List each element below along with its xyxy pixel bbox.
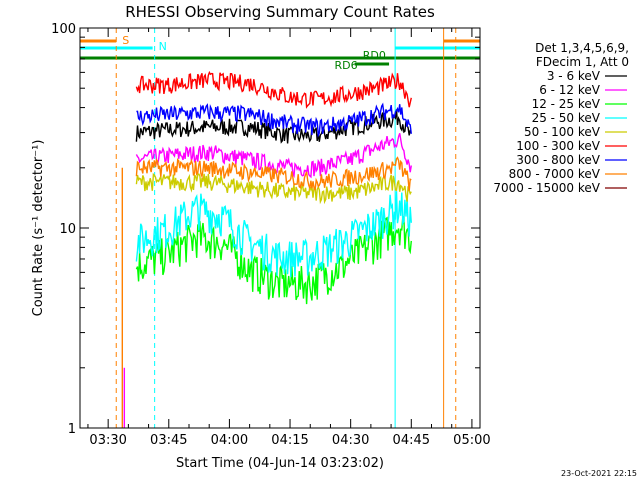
legend-label: 25 - 50 keV (532, 111, 601, 125)
rd0-flag-label: RD0 (363, 49, 386, 62)
series-line (135, 133, 412, 179)
y-tick-label: 10 (59, 222, 76, 237)
y-tick-label: 1 (68, 422, 76, 437)
flag-layer: S N RD6 RD0 (80, 28, 480, 428)
x-axis-label: Start Time (04-Jun-14 03:23:02) (176, 456, 384, 471)
x-tick-label: 05:00 (453, 433, 490, 448)
axis-layer: 03:30 03:45 04:00 04:15 04:30 04:45 05:00 1 10 10… (51, 22, 490, 448)
legend-label: 3 - 6 keV (547, 69, 601, 83)
series-line (135, 172, 412, 205)
saa-flag-label: S (122, 34, 129, 47)
x-tick-label: 03:45 (150, 433, 187, 448)
series-line (135, 191, 412, 278)
series-line (135, 70, 412, 109)
y-tick-label: 100 (51, 22, 76, 37)
chart-title: RHESSI Observing Summary Count Rates (125, 3, 435, 21)
legend-label: 800 - 7000 keV (509, 167, 601, 181)
legend-label: 7000 - 15000 keV (493, 181, 600, 195)
series-line (136, 102, 412, 138)
legend-label: 300 - 800 keV (516, 153, 600, 167)
footer-date: 23-Oct-2021 22:15 (561, 469, 637, 478)
series-line (135, 156, 412, 191)
series-layer (121, 70, 412, 428)
legend-header-line2: FDecim 1, Att 0 (536, 55, 629, 69)
legend-label: 50 - 100 keV (524, 125, 601, 139)
rd6-flag-label: RD6 (334, 59, 357, 72)
legend-label: 6 - 12 keV (539, 83, 601, 97)
y-axis-label: Count Rate (s⁻¹ detector⁻¹) (31, 140, 46, 317)
x-tick-label: 03:30 (89, 433, 126, 448)
x-tick-label: 04:30 (332, 433, 369, 448)
series-line (135, 215, 412, 305)
x-tick-label: 04:15 (271, 433, 308, 448)
legend-label: 12 - 25 keV (532, 97, 601, 111)
x-tick-label: 04:45 (393, 433, 430, 448)
legend-header-line1: Det 1,3,4,5,6,9, (535, 41, 629, 55)
x-tick-label: 04:00 (211, 433, 248, 448)
night-flag-label: N (159, 40, 167, 53)
legend-label: 100 - 300 keV (516, 139, 600, 153)
